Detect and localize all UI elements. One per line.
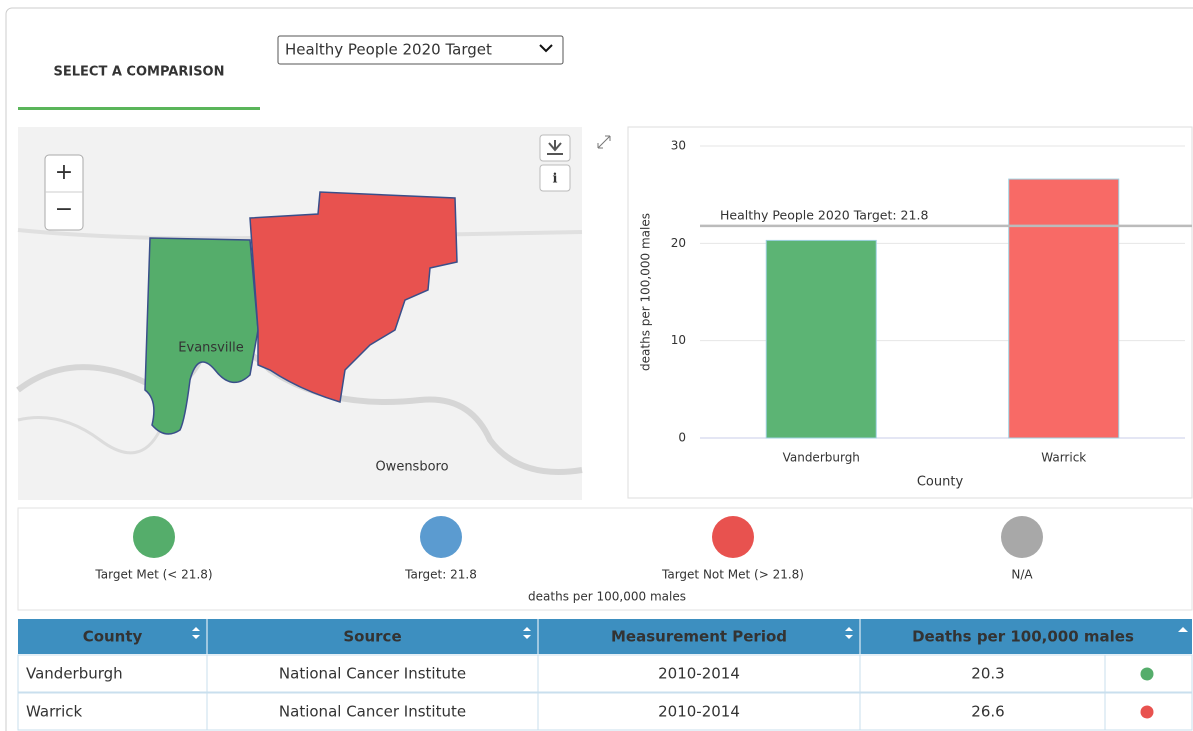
x-tick-label: Vanderburgh <box>783 451 860 465</box>
map: Evansville Owensboro + − i <box>16 127 583 500</box>
y-tick-label: 30 <box>671 139 686 153</box>
legend-swatch <box>420 516 462 558</box>
x-axis-label: County <box>917 475 964 490</box>
table-cell: National Cancer Institute <box>279 703 466 721</box>
legend-swatch <box>133 516 175 558</box>
sort-icon[interactable] <box>845 627 853 639</box>
legend-swatch <box>712 516 754 558</box>
x-tick-label: Warrick <box>1041 451 1086 465</box>
county-warrick[interactable] <box>249 191 458 403</box>
sort-icon[interactable] <box>1178 627 1188 632</box>
map-label: Evansville <box>178 341 243 356</box>
y-tick-label: 0 <box>678 431 686 445</box>
info-icon: i <box>553 172 558 187</box>
legend-label: Target Met (< 21.8) <box>94 568 212 582</box>
table-header <box>18 619 1192 654</box>
table-row <box>17 654 1193 693</box>
map-label: Owensboro <box>375 460 448 475</box>
legend-swatch <box>1001 516 1043 558</box>
river <box>17 416 162 455</box>
county-vanderburgh[interactable] <box>144 237 259 435</box>
target-label: Healthy People 2020 Target: 21.8 <box>720 207 928 222</box>
bar[interactable] <box>1008 178 1120 439</box>
table-cell: 26.6 <box>971 703 1004 721</box>
sort-icon[interactable] <box>523 627 531 639</box>
zoom-in[interactable]: + <box>55 160 73 185</box>
table-cell: Warrick <box>26 703 83 721</box>
table-row <box>17 692 1193 731</box>
dropdown-chevron <box>539 44 553 53</box>
status-dot <box>1140 705 1154 719</box>
header-cell[interactable]: Source <box>343 628 401 646</box>
download-icon <box>547 140 563 155</box>
legend-label: Target Not Met (> 21.8) <box>661 568 804 582</box>
table-cell: National Cancer Institute <box>279 665 466 683</box>
header-cell[interactable]: Deaths per 100,000 males <box>912 628 1134 646</box>
legend-note: deaths per 100,000 males <box>528 590 686 604</box>
legend-label: Target: 21.8 <box>404 568 477 582</box>
table-cell: 2010-2014 <box>658 665 740 683</box>
legend-label: N/A <box>1011 568 1033 582</box>
sort-icon[interactable] <box>192 627 200 639</box>
table-cell: Vanderburgh <box>26 665 123 683</box>
y-tick-label: 10 <box>671 333 686 347</box>
tab[interactable]: SELECT A COMPARISON <box>54 65 225 80</box>
expand-icon[interactable] <box>597 135 611 149</box>
legend-box <box>17 507 1193 611</box>
bar[interactable] <box>765 239 877 439</box>
dropdown-text[interactable]: Healthy People 2020 Target <box>285 41 492 59</box>
y-axis-label: deaths per 100,000 males <box>639 213 653 371</box>
legend: deaths per 100,000 males Target Met (< 2… <box>94 516 1043 604</box>
y-tick-label: 20 <box>671 236 686 250</box>
header-cell[interactable]: Measurement Period <box>611 628 787 646</box>
zoom-out[interactable]: − <box>55 197 73 222</box>
header-cell[interactable]: County <box>83 628 143 646</box>
table-cell: 2010-2014 <box>658 703 740 721</box>
info-button[interactable] <box>539 164 571 192</box>
status-dot <box>1140 667 1154 681</box>
chart: deaths per 100,000 males County 0 10 20 30 V… <box>639 139 1192 490</box>
dropdown[interactable] <box>277 35 564 65</box>
table-cell: 20.3 <box>971 665 1004 683</box>
tab-underline <box>18 107 260 110</box>
table: County Source Measurement Period Deaths per… <box>17 619 1193 731</box>
